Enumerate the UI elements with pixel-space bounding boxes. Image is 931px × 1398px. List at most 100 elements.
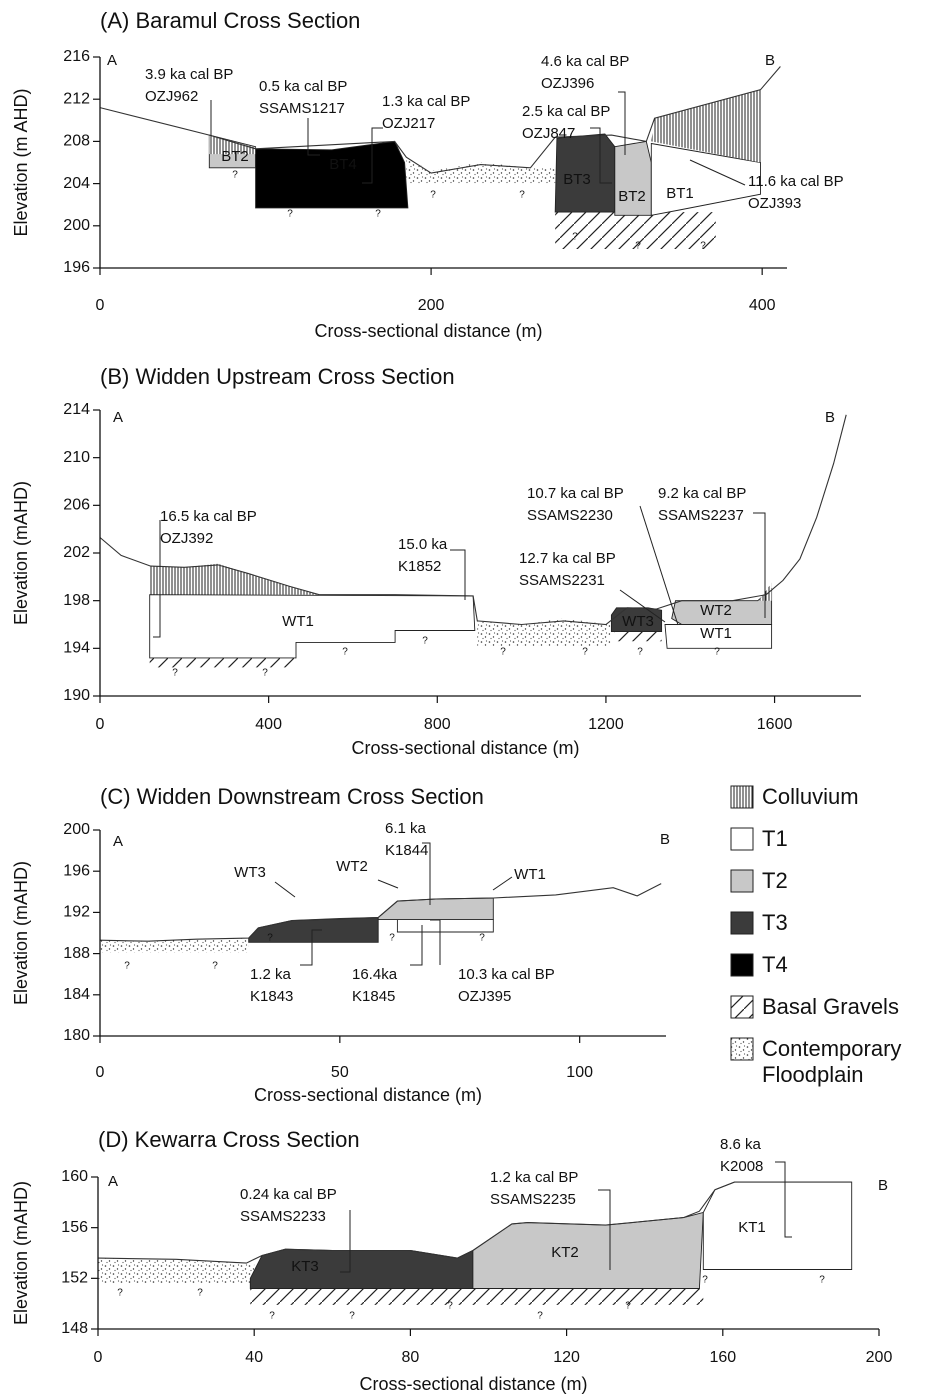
legend-item: T2: [730, 868, 930, 910]
leader-line: [450, 549, 466, 600]
unit-label: KT2: [551, 1244, 579, 1261]
date-annotation: K1844: [385, 842, 428, 859]
section-end: B: [765, 52, 775, 69]
surface-line: [99, 66, 781, 174]
legend-swatch-rect: [730, 827, 754, 851]
x-tick-label: 0: [96, 1064, 105, 1081]
unit: [209, 135, 256, 155]
leader-line: [410, 925, 423, 966]
y-tick-label: 216: [63, 48, 90, 65]
y-tick-label: 184: [63, 986, 90, 1003]
date-annotation: SSAMS2233: [240, 1208, 326, 1225]
x-tick-label: 0: [96, 716, 105, 733]
y-tick-label: 212: [63, 90, 90, 107]
unit: [477, 618, 611, 646]
unit: [650, 142, 761, 216]
y-tick-label: 214: [63, 401, 90, 418]
x-tick-label: 100: [566, 1064, 593, 1081]
y-tick-label: 194: [63, 640, 90, 657]
legend-label: Contemporary Floodplain: [762, 1036, 902, 1087]
legend-swatch-rect: [730, 1037, 754, 1061]
legend-label: T2: [762, 868, 788, 893]
leader-line: [590, 127, 612, 184]
date-annotation: 12.7 ka cal BP: [519, 550, 616, 567]
date-annotation: 10.7 ka cal BP: [527, 485, 624, 502]
unknown-mark: ?: [422, 636, 428, 647]
leader-line: [619, 589, 666, 623]
chart-title: (A) Baramul Cross Section: [100, 8, 360, 33]
chart-title: (B) Widden Upstream Cross Section: [100, 364, 455, 389]
unknown-mark: ?: [342, 647, 348, 658]
date-annotation: K1845: [352, 988, 395, 1005]
unknown-mark: ?: [117, 1288, 123, 1299]
x-tick-label: 400: [749, 297, 776, 314]
unknown-mark: ?: [519, 190, 525, 201]
section-end: A: [113, 833, 123, 850]
x-axis-label: Cross-sectional distance (m): [351, 738, 579, 758]
legend-swatch: [730, 995, 754, 1019]
unknown-mark: ?: [637, 647, 643, 658]
section-end: A: [108, 1173, 118, 1190]
date-annotation: K2008: [720, 1158, 763, 1175]
x-axis-label: Cross-sectional distance (m): [314, 321, 542, 341]
unknown-mark: ?: [447, 1301, 453, 1312]
date-annotation: 9.2 ka cal BP: [658, 485, 746, 502]
y-tick-label: 196: [63, 259, 90, 276]
unit: [98, 1258, 255, 1284]
x-axis-label: Cross-sectional distance (m): [254, 1085, 482, 1105]
y-tick-label: 160: [61, 1168, 88, 1185]
legend-label: T1: [762, 826, 788, 851]
y-tick-label: 196: [63, 862, 90, 879]
y-axis-label: Elevation (mAHD): [11, 1181, 31, 1325]
y-tick-label: 202: [63, 544, 90, 561]
unknown-mark: ?: [375, 209, 381, 220]
date-annotation: SSAMS1217: [259, 100, 345, 117]
date-annotation: OZJ395: [458, 988, 511, 1005]
unit-label: BT2: [618, 188, 646, 205]
unknown-mark: ?: [572, 232, 578, 243]
unit-label: WT1: [700, 625, 732, 642]
y-axis-label: Elevation (mAHD): [11, 861, 31, 1005]
legend-item: Colluvium: [730, 784, 930, 826]
legend-swatch: [730, 953, 754, 977]
unknown-mark: ?: [349, 1311, 355, 1322]
unit-label: BT1: [666, 185, 694, 202]
x-tick-label: 1600: [757, 716, 793, 733]
date-annotation: 16.5 ka cal BP: [160, 508, 257, 525]
date-annotation: 0.24 ka cal BP: [240, 1186, 337, 1203]
unit: [555, 212, 716, 249]
y-tick-label: 200: [63, 821, 90, 838]
legend-swatch: [730, 869, 754, 893]
unit: [702, 1181, 853, 1270]
legend: Colluvium T1 T2 T3 T4 Basal Gravels Contempora…: [730, 784, 930, 1087]
legend-swatch-rect: [730, 869, 754, 893]
y-tick-label: 156: [61, 1219, 88, 1236]
date-annotation: 2.5 ka cal BP: [522, 103, 610, 120]
x-tick-label: 1200: [588, 716, 624, 733]
y-tick-label: 200: [63, 217, 90, 234]
leader-line: [598, 1189, 611, 1270]
unit-label: WT3: [234, 864, 266, 881]
date-annotation: 1.2 ka cal BP: [490, 1169, 578, 1186]
y-tick-label: 198: [63, 592, 90, 609]
unknown-mark: ?: [212, 961, 218, 972]
y-tick-label: 152: [61, 1270, 88, 1287]
x-axis-label: Cross-sectional distance (m): [359, 1374, 587, 1394]
unknown-mark: ?: [269, 1311, 275, 1322]
unit: [255, 140, 409, 209]
x-tick-label: 800: [424, 716, 451, 733]
unit: [406, 157, 556, 184]
unit-label: WT1: [282, 613, 314, 630]
unknown-mark: ?: [625, 1301, 631, 1312]
unknown-mark: ?: [232, 170, 238, 181]
date-annotation: SSAMS2231: [519, 572, 605, 589]
section-end: B: [825, 409, 835, 426]
unit: [759, 582, 772, 601]
leader-line: [639, 505, 679, 626]
y-tick-label: 210: [63, 449, 90, 466]
date-annotation: K1843: [250, 988, 293, 1005]
unit-label: KT3: [291, 1258, 319, 1275]
legend-swatch-rect: [730, 995, 754, 1019]
unit: [651, 89, 761, 163]
